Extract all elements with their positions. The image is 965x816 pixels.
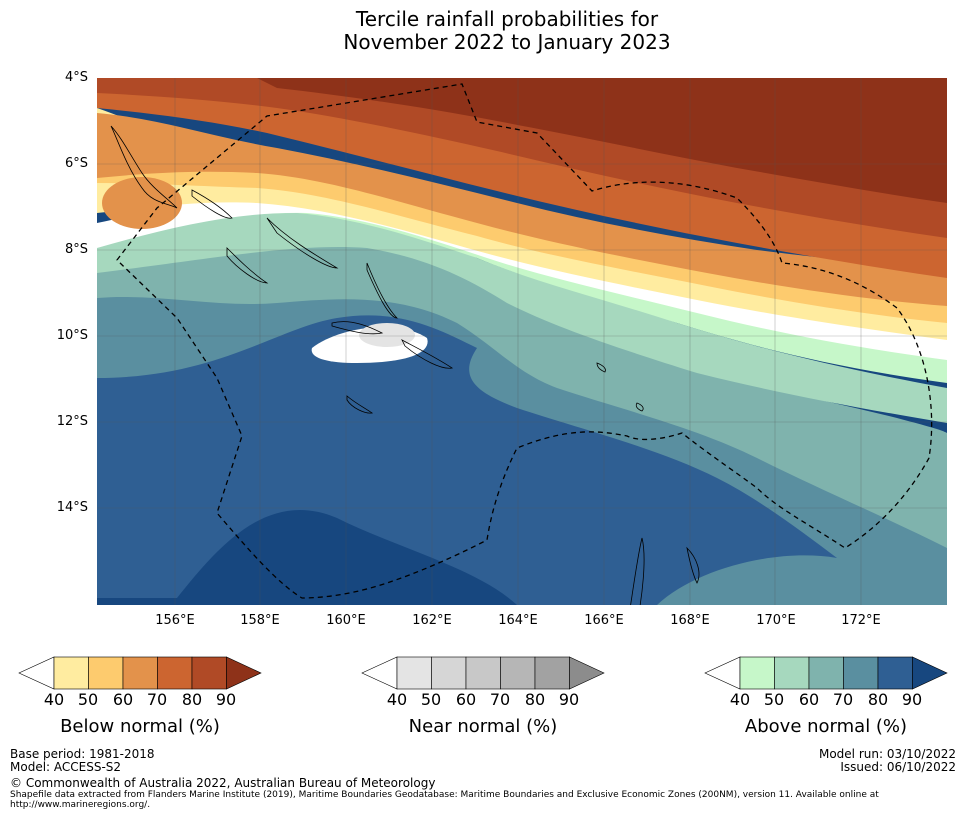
swatch-below-80 xyxy=(191,656,227,690)
tick-label: 50 xyxy=(77,690,99,709)
graticule xyxy=(97,78,947,605)
band-below-40 xyxy=(97,108,947,340)
tick-label: 60 xyxy=(455,690,477,709)
lon-label: 166°E xyxy=(584,613,624,628)
tick-label: 70 xyxy=(146,690,168,709)
swatch-below-60 xyxy=(122,656,158,690)
colorbar-above xyxy=(704,656,948,690)
swatch-near-50 xyxy=(431,656,467,690)
swatch-near-40 xyxy=(396,656,432,690)
probability-map xyxy=(97,78,947,605)
swatch-below-50 xyxy=(88,656,124,690)
copyright: © Commonwealth of Australia 2022, Austra… xyxy=(10,776,436,790)
swatch-above-60 xyxy=(808,656,844,690)
lat-label: 10°S xyxy=(56,328,88,343)
tick-label: 40 xyxy=(43,690,65,709)
swatch-near-80 xyxy=(534,656,570,690)
model-run: Model run: 03/10/2022 xyxy=(818,747,956,761)
tick-label: 80 xyxy=(181,690,203,709)
tick-label: 90 xyxy=(215,690,237,709)
lat-label: 12°S xyxy=(56,414,88,429)
tick-label: 40 xyxy=(729,690,751,709)
tick-label: 50 xyxy=(420,690,442,709)
lon-label: 156°E xyxy=(155,613,195,628)
lat-label: 4°S xyxy=(64,70,88,85)
band-below-60 xyxy=(97,113,947,306)
lon-label: 170°E xyxy=(756,613,796,628)
map-title: Tercile rainfall probabilities for Novem… xyxy=(0,8,965,54)
band-below-90 xyxy=(257,78,947,203)
colorbar-near xyxy=(361,656,605,690)
coastlines xyxy=(110,125,700,605)
colorbar-above-label: Above normal (%) xyxy=(744,716,908,737)
lon-label: 168°E xyxy=(670,613,710,628)
band-no-signal xyxy=(97,185,947,360)
title-line-1: Tercile rainfall probabilities for xyxy=(355,7,659,31)
tick-label: 80 xyxy=(524,690,546,709)
swatch-above-under xyxy=(704,656,741,690)
swatch-above-80 xyxy=(877,656,913,690)
lat-label: 6°S xyxy=(64,156,88,171)
swatch-near-60 xyxy=(465,656,501,690)
shapefile-url: http://www.marineregions.org/. xyxy=(10,800,151,810)
tick-label: 60 xyxy=(112,690,134,709)
swatch-above-50 xyxy=(774,656,810,690)
tick-label: 90 xyxy=(558,690,580,709)
swatch-below-40 xyxy=(53,656,89,690)
swatch-above-over xyxy=(912,656,948,690)
issued-date: Issued: 06/10/2022 xyxy=(840,760,956,774)
lat-label: 8°S xyxy=(64,242,88,257)
map-canvas xyxy=(97,78,947,605)
lon-label: 158°E xyxy=(240,613,280,628)
tick-label: 70 xyxy=(489,690,511,709)
lon-label: 164°E xyxy=(498,613,538,628)
colorbar-below-label: Below normal (%) xyxy=(60,716,220,737)
tick-label: 40 xyxy=(386,690,408,709)
swatch-near-under xyxy=(361,656,398,690)
shapefile-credit: Shapefile data extracted from Flanders M… xyxy=(10,790,879,800)
lon-label: 160°E xyxy=(326,613,366,628)
swatch-above-70 xyxy=(843,656,879,690)
colorbar-below xyxy=(18,656,262,690)
swatch-near-70 xyxy=(500,656,536,690)
swatch-above-40 xyxy=(739,656,775,690)
title-line-2: November 2022 to January 2023 xyxy=(343,30,671,54)
model-name: Model: ACCESS-S2 xyxy=(10,760,122,774)
base-period: Base period: 1981-2018 xyxy=(10,747,155,761)
swatch-below-over xyxy=(226,656,262,690)
band-above-80 xyxy=(97,236,947,605)
tick-label: 50 xyxy=(763,690,785,709)
tick-label: 70 xyxy=(832,690,854,709)
band-above-40 xyxy=(97,195,947,383)
tick-label: 90 xyxy=(901,690,923,709)
lon-label: 162°E xyxy=(412,613,452,628)
swatch-below-under xyxy=(18,656,55,690)
band-above-50 xyxy=(97,206,947,423)
local-below-spot xyxy=(102,177,182,229)
tick-label: 80 xyxy=(867,690,889,709)
tick-label: 60 xyxy=(798,690,820,709)
lat-label: 14°S xyxy=(56,500,88,515)
swatch-below-70 xyxy=(157,656,193,690)
lon-label: 172°E xyxy=(841,613,881,628)
swatch-near-over xyxy=(569,656,605,690)
colorbar-near-label: Near normal (%) xyxy=(408,716,558,737)
